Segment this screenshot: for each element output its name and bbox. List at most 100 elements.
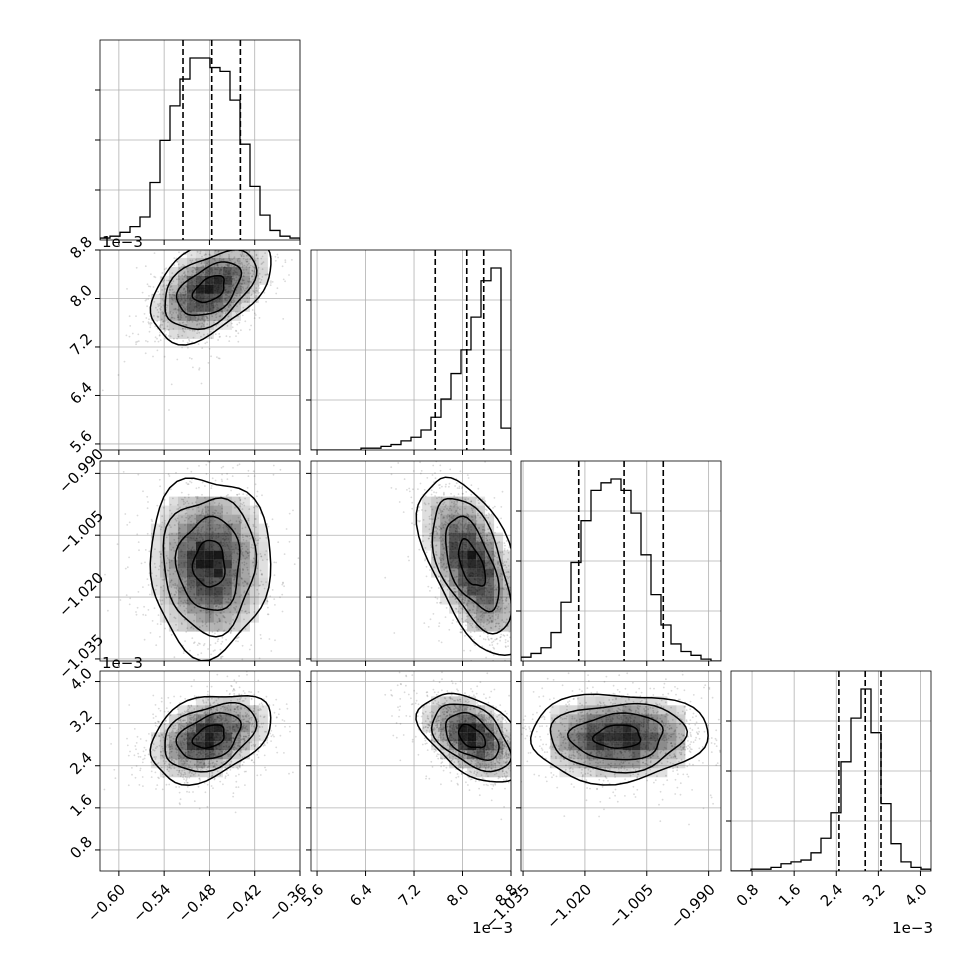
scatter-point [446,563,448,565]
scatter-point [473,630,476,633]
scatter-point [438,537,441,540]
scatter-point [455,510,457,513]
scatter-point [428,518,431,520]
scatter-point [244,610,247,613]
scatter-point [110,743,112,745]
scatter-point [250,231,252,233]
scatter-point [248,732,251,735]
scatter-point [446,566,448,568]
scatter-point [254,518,256,520]
density-cell [222,275,232,285]
scatter-point [154,566,157,569]
scatter-point [465,620,468,623]
scatter-point [469,649,472,652]
scatter-point [455,509,458,512]
scatter-point [425,575,428,578]
scatter-point [239,498,242,501]
density-cell [458,523,468,533]
density-cell [222,293,232,303]
density-cell [222,532,232,542]
density-cell [222,577,232,587]
scatter-point [444,575,447,577]
density-cell [485,532,495,542]
scatter-point [487,633,489,636]
scatter-point [256,542,259,545]
density-cell [249,532,259,542]
density-cell [458,505,468,515]
scatter-point [182,302,184,305]
scatter-point [465,612,468,615]
density-cell [222,311,232,321]
scatter-point [128,556,131,559]
scatter-point [178,755,181,757]
density-cell [249,505,259,515]
scatter-point [431,474,434,476]
scatter-point [227,607,229,610]
scatter-point [151,520,154,523]
scatter-point [176,584,179,587]
scatter-point [484,500,487,502]
scatter-point [198,486,200,489]
scatter-point [227,305,230,308]
scatter-point [486,534,488,537]
scatter-point [488,621,491,623]
scatter-point [202,318,204,321]
density-cell [186,541,196,551]
scatter-point [259,537,261,540]
scatter-point [246,258,249,261]
scatter-point [251,265,254,268]
scatter-point [180,491,183,494]
scatter-point [507,577,510,579]
scatter-point [150,770,153,773]
scatter-point [234,676,236,678]
scatter-point [225,263,227,266]
scatter-point [459,631,462,634]
scatter-point [505,597,508,599]
scatter-point [142,586,144,588]
scatter-point [439,469,442,472]
scatter-point [210,355,213,358]
scatter-point [216,604,218,607]
scatter-point [453,501,456,503]
density-cell [240,275,250,285]
density-cell [222,550,232,560]
scatter-point [253,475,256,477]
scatter-point [194,501,197,504]
scatter-point [473,617,476,619]
scatter-point [514,572,516,574]
scatter-point [183,605,185,608]
scatter-point [185,285,188,287]
scatter-point [185,324,188,326]
scatter-point [252,584,255,586]
scatter-point [487,544,489,546]
scatter-point [189,649,191,652]
scatter-point [245,735,248,738]
scatter-point [176,260,179,263]
scatter-point [175,471,177,474]
scatter-point [442,524,445,527]
scatter-point [440,527,443,530]
scatter-point [442,554,444,557]
scatter-point [475,497,478,499]
density-cell [222,595,232,605]
scatter-point [443,562,445,565]
scatter-point [161,311,164,313]
scatter-point [397,462,400,464]
scatter-point [232,618,235,621]
density-cell [186,577,196,587]
scatter-point [161,515,164,518]
scatter-point [221,480,224,483]
scatter-point [254,296,257,299]
density-cell [467,568,477,578]
scatter-point [184,310,187,312]
scatter-point [242,568,245,571]
scatter-point [436,532,438,534]
scatter-point [252,561,255,563]
scatter-point [433,491,435,494]
density-cell [449,595,459,605]
scatter-point [196,767,199,770]
scatter-point [450,509,453,512]
scatter-point [246,612,248,615]
scatter-point [225,638,228,641]
scatter-point [158,525,161,527]
